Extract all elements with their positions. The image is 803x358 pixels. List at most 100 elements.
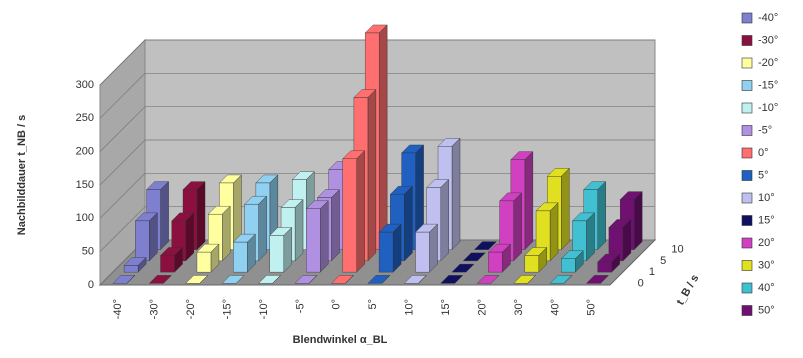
legend-label: 5° bbox=[758, 169, 769, 181]
bar bbox=[134, 212, 158, 262]
bar-shade bbox=[550, 202, 559, 261]
grid-line bbox=[99, 106, 655, 152]
legend-swatch bbox=[741, 282, 753, 294]
bar bbox=[196, 243, 220, 273]
bar-side bbox=[477, 252, 486, 262]
bar bbox=[549, 275, 573, 284]
bar-side bbox=[163, 275, 172, 284]
y-tick-label: 100 bbox=[76, 212, 94, 224]
bar-front bbox=[135, 220, 150, 262]
grid-line bbox=[99, 172, 655, 219]
bar bbox=[476, 275, 500, 284]
x-tick-label: 15° bbox=[440, 299, 452, 316]
bar-shade bbox=[222, 206, 231, 261]
bar-shade bbox=[429, 224, 438, 273]
bar-side bbox=[199, 275, 208, 284]
bar-shade bbox=[331, 189, 340, 261]
bar bbox=[597, 253, 621, 273]
bar bbox=[513, 275, 537, 284]
bar-shade bbox=[283, 227, 292, 273]
depth-axis-label: t_B / s bbox=[674, 273, 701, 308]
legend-label: -40° bbox=[758, 12, 778, 24]
bar bbox=[185, 275, 209, 284]
legend-swatch bbox=[741, 102, 753, 114]
grid-line bbox=[99, 206, 655, 252]
legend-label: 10° bbox=[758, 192, 775, 204]
legend-label: 30° bbox=[758, 259, 775, 271]
bar-shade bbox=[210, 244, 219, 273]
bar bbox=[403, 275, 427, 284]
bar-shade bbox=[415, 144, 424, 250]
bar-front bbox=[342, 158, 357, 273]
x-tick-label: -30° bbox=[149, 299, 161, 319]
legend-label: 50° bbox=[758, 304, 775, 316]
bar-side bbox=[563, 275, 573, 284]
bar bbox=[123, 256, 147, 273]
legend-label: -30° bbox=[758, 34, 778, 46]
y-tick-label: 150 bbox=[76, 179, 94, 191]
bar bbox=[269, 226, 293, 273]
bar-shade bbox=[247, 234, 256, 273]
y-tick-label: 50 bbox=[82, 246, 94, 258]
legend-swatch bbox=[741, 57, 753, 69]
bar-front bbox=[306, 208, 321, 273]
bar bbox=[367, 275, 391, 284]
bar-side bbox=[490, 275, 500, 284]
bar-shade bbox=[597, 181, 606, 250]
bar bbox=[415, 223, 439, 273]
legend-label: -20° bbox=[758, 57, 778, 69]
bar bbox=[524, 246, 548, 273]
legend-label: -10° bbox=[758, 102, 778, 114]
bar-shade bbox=[174, 247, 183, 273]
bar-shade bbox=[320, 200, 329, 273]
bar-shade bbox=[440, 179, 449, 261]
legend-label: 0° bbox=[758, 147, 769, 159]
legend-label: -15° bbox=[758, 79, 778, 91]
bar-front bbox=[561, 258, 576, 273]
bar-side bbox=[381, 275, 390, 284]
bar-shade bbox=[185, 212, 194, 261]
bar bbox=[221, 275, 245, 284]
bar bbox=[342, 150, 366, 273]
bar bbox=[560, 250, 584, 273]
bar-front bbox=[196, 251, 212, 273]
bar-shade bbox=[524, 151, 533, 250]
x-tick-label: 40° bbox=[549, 299, 561, 316]
depth-tick-label: 5 bbox=[660, 255, 666, 267]
bar bbox=[378, 223, 402, 273]
bar-shade bbox=[622, 219, 631, 261]
legend-swatch bbox=[741, 125, 753, 136]
bar-front bbox=[524, 255, 540, 273]
y-tick-label: 0 bbox=[88, 279, 94, 291]
bar-shade bbox=[575, 250, 584, 273]
bar bbox=[585, 275, 609, 284]
bar bbox=[112, 275, 136, 284]
bar bbox=[330, 275, 354, 284]
grid-line bbox=[99, 139, 655, 186]
bar-shade bbox=[197, 181, 206, 250]
bar-side bbox=[308, 275, 318, 284]
bar-front bbox=[415, 231, 430, 273]
legend-swatch bbox=[741, 170, 753, 181]
bar-front bbox=[378, 231, 394, 273]
bar bbox=[294, 275, 318, 284]
grid-line bbox=[99, 39, 655, 86]
x-tick-label: -15° bbox=[221, 299, 233, 319]
legend-label: 20° bbox=[758, 237, 775, 249]
legend-label: 15° bbox=[758, 214, 775, 226]
x-tick-label: -10° bbox=[258, 299, 270, 319]
x-tick-label: 50° bbox=[586, 299, 598, 316]
depth-tick-label: 0 bbox=[638, 277, 644, 289]
bar-shade bbox=[367, 89, 376, 261]
bar-shade bbox=[379, 24, 388, 250]
legend-swatch bbox=[741, 12, 753, 24]
legend-swatch bbox=[741, 147, 753, 159]
bar-shade bbox=[538, 247, 547, 273]
bar bbox=[440, 275, 464, 284]
bar-shade bbox=[611, 254, 620, 273]
bar-front bbox=[123, 265, 139, 273]
y-tick-label: 200 bbox=[76, 146, 94, 158]
bar-side bbox=[418, 275, 427, 284]
y-tick-label: 250 bbox=[76, 112, 94, 124]
